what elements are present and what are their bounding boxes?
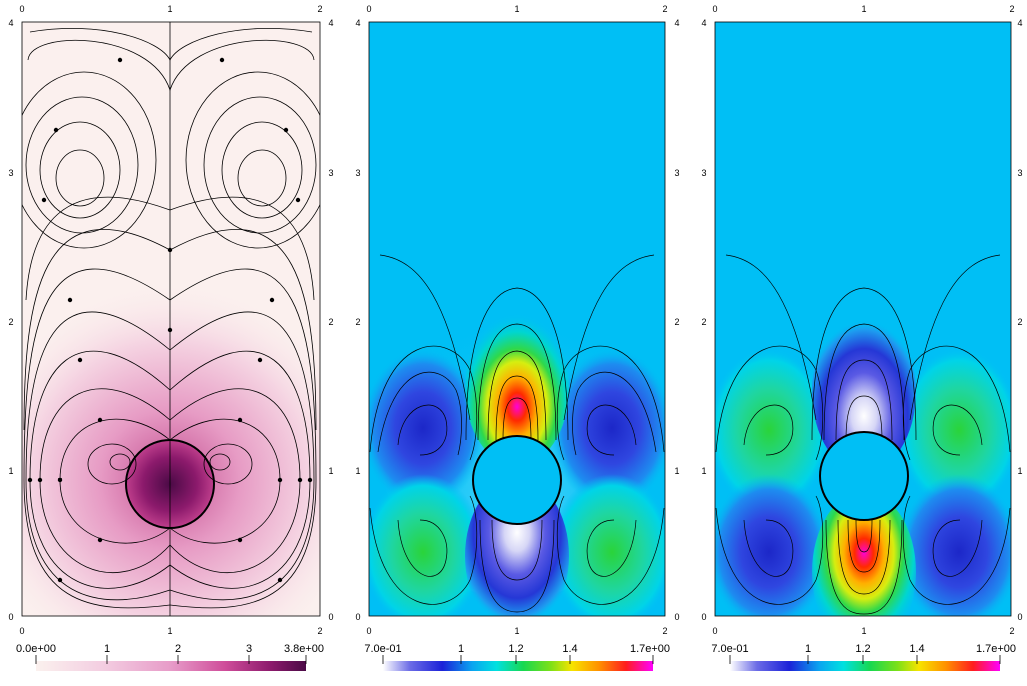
panel-velocity-streamlines — [21, 21, 321, 617]
p2-left-tick-4: 4 — [355, 18, 360, 28]
p1-top-tick-0: 0 — [19, 4, 24, 14]
streamlines — [22, 22, 320, 616]
p1-right-tick-3: 3 — [328, 168, 333, 178]
p2-top-tick-0: 0 — [366, 4, 371, 14]
p2-left-tick-2: 2 — [355, 317, 360, 327]
p2-left-tick-1: 1 — [355, 466, 360, 476]
axis-ticks: 0 1 2 0 1 2 0 1 2 3 4 0 1 2 3 4 0 1 2 0 … — [8, 4, 1022, 636]
colorbar-gradient — [383, 661, 653, 671]
p1-right-tick-1: 1 — [328, 466, 333, 476]
p3-left-tick-3: 3 — [701, 168, 706, 178]
colorbar-1-label-3: 3 — [246, 643, 252, 655]
p2-right-tick-3: 3 — [674, 168, 679, 178]
p1-bottom-tick-1: 1 — [167, 626, 172, 636]
colorbar-1-label-max: 3.8e+00 — [284, 643, 324, 655]
p2-bottom-tick-2: 2 — [662, 626, 667, 636]
p1-left-tick-1: 1 — [8, 466, 13, 476]
p2-left-tick-3: 3 — [355, 168, 360, 178]
p3-right-tick-1: 1 — [1017, 466, 1022, 476]
colorbar-1-label-min: 0.0e+00 — [16, 643, 56, 655]
colorbar-3-label-2: 1.2 — [855, 643, 870, 655]
colorbar-2: 7.0e-01 1 1.2 1.4 1.7e+00 — [364, 643, 670, 671]
p2-bottom-tick-1: 1 — [514, 626, 519, 636]
contour-lines — [715, 254, 1011, 615]
p2-right-tick-4: 4 — [674, 18, 679, 28]
colorbar-2-label-1: 1 — [458, 643, 464, 655]
p3-top-tick-2: 2 — [1009, 4, 1014, 14]
p3-top-tick-1: 1 — [861, 4, 866, 14]
p3-right-tick-4: 4 — [1017, 18, 1022, 28]
colorbar-3-label-min: 7.0e-01 — [711, 643, 748, 655]
p1-right-tick-0: 0 — [328, 612, 333, 622]
colorbar-3-label-max: 1.7e+00 — [976, 643, 1016, 655]
colorbar-3-label-1: 1 — [805, 643, 811, 655]
colorbar-2-label-3: 1.4 — [562, 643, 577, 655]
p3-left-tick-2: 2 — [701, 317, 706, 327]
colorbar-2-label-min: 7.0e-01 — [364, 643, 401, 655]
p3-right-tick-0: 0 — [1017, 612, 1022, 622]
p3-left-tick-4: 4 — [701, 18, 706, 28]
p2-top-tick-1: 1 — [514, 4, 519, 14]
panel-frame — [368, 21, 666, 617]
p2-right-tick-0: 0 — [674, 612, 679, 622]
panel-frame — [714, 21, 1012, 617]
p1-top-tick-1: 1 — [167, 4, 172, 14]
colorbar-2-label-max: 1.7e+00 — [630, 643, 670, 655]
p1-bottom-tick-2: 2 — [317, 626, 322, 636]
colorbar-3-label-3: 1.4 — [909, 643, 924, 655]
p3-bottom-tick-0: 0 — [712, 626, 717, 636]
p1-right-tick-2: 2 — [328, 317, 333, 327]
colorbar-1-label-2: 2 — [175, 643, 181, 655]
p1-left-tick-2: 2 — [8, 317, 13, 327]
colorbar-2-label-2: 1.2 — [508, 643, 523, 655]
p1-left-tick-3: 3 — [8, 168, 13, 178]
colorbar-gradient — [36, 661, 306, 671]
p1-bottom-tick-0: 0 — [19, 626, 24, 636]
p2-left-tick-0: 0 — [355, 612, 360, 622]
p2-top-tick-2: 2 — [662, 4, 667, 14]
panel-field-2 — [368, 21, 666, 617]
p3-left-tick-0: 0 — [701, 612, 706, 622]
p1-top-tick-2: 2 — [317, 4, 322, 14]
p3-right-tick-3: 3 — [1017, 168, 1022, 178]
p3-right-tick-2: 2 — [1017, 317, 1022, 327]
p3-bottom-tick-2: 2 — [1009, 626, 1014, 636]
panel-frame — [21, 21, 321, 617]
p1-left-tick-4: 4 — [8, 18, 13, 28]
cylinder-outline — [125, 439, 215, 529]
colorbar-1-label-1: 1 — [104, 643, 110, 655]
cylinder-outline — [819, 431, 909, 521]
panel-field-3 — [714, 21, 1012, 617]
p1-left-tick-0: 0 — [8, 612, 13, 622]
p3-left-tick-1: 1 — [701, 466, 706, 476]
p2-right-tick-2: 2 — [674, 317, 679, 327]
cylinder-outline — [472, 435, 562, 525]
colorbar-gradient — [730, 661, 1000, 671]
p3-bottom-tick-1: 1 — [861, 626, 866, 636]
p1-right-tick-4: 4 — [328, 18, 333, 28]
contour-lines — [369, 254, 665, 613]
colorbar-3: 7.0e-01 1 1.2 1.4 1.7e+00 — [711, 643, 1016, 671]
p2-bottom-tick-0: 0 — [366, 626, 371, 636]
p2-right-tick-1: 1 — [674, 466, 679, 476]
streamline-arrows — [27, 57, 313, 583]
colorbar-1: 0.0e+00 1 2 3 3.8e+00 — [16, 643, 324, 671]
p3-top-tick-0: 0 — [712, 4, 717, 14]
